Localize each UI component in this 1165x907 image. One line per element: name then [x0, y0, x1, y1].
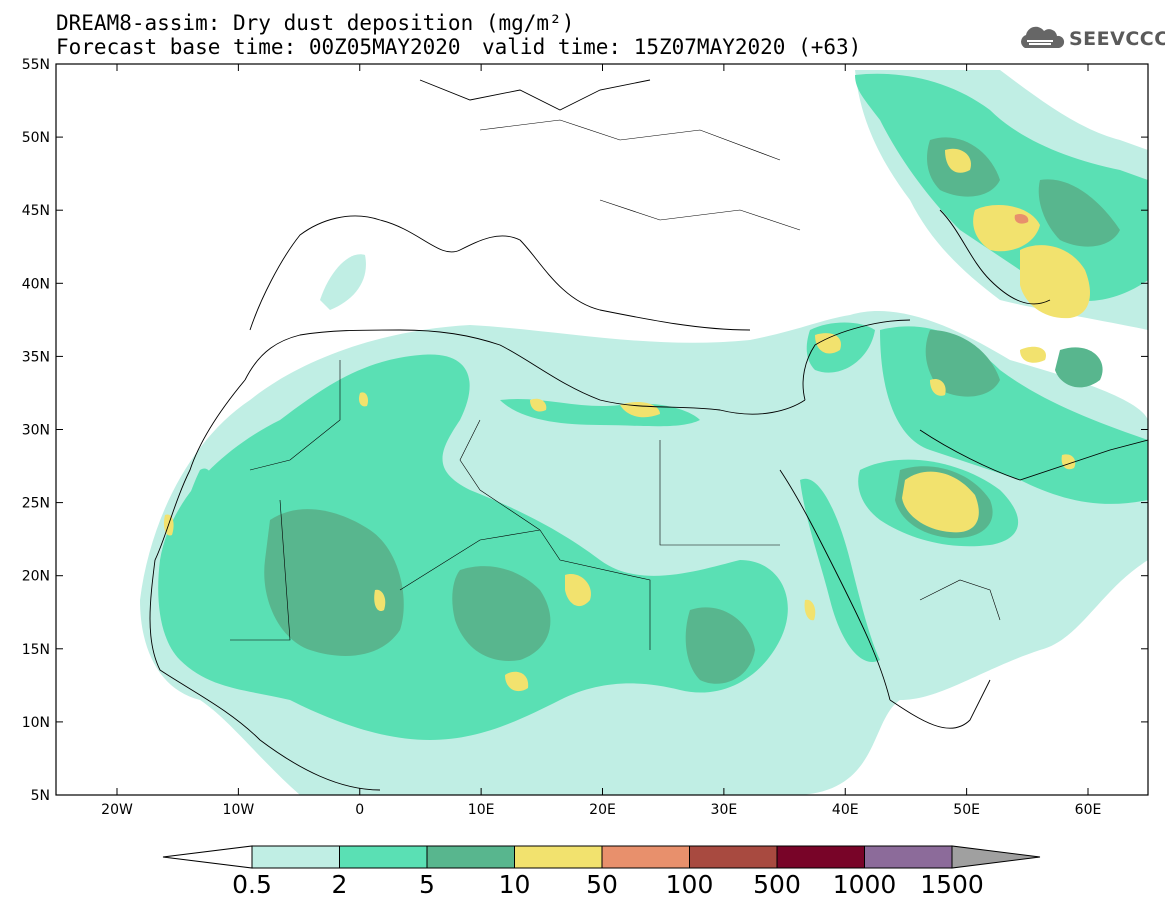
valid-time: valid time: 15Z07MAY2020 (+63) — [482, 35, 862, 59]
colorbar-box — [339, 845, 428, 869]
colorbar-label: 1000 — [833, 870, 897, 899]
lon-label: 40E — [832, 802, 859, 818]
lat-label: 5N — [31, 788, 50, 804]
map-area — [56, 64, 1148, 795]
cloud-icon — [1021, 26, 1065, 48]
colorbar-label: 0.5 — [232, 870, 272, 899]
colorbar-label: 10 — [499, 870, 531, 899]
forecast-base-time: Forecast base time: 00Z05MAY2020 — [56, 35, 461, 59]
latitude-axis: 55N 50N 45N 40N 35N 30N 25N 20N 15N 10N 5N — [22, 57, 1148, 804]
lat-label: 25N — [22, 496, 50, 512]
lat-label: 50N — [22, 130, 50, 146]
colorbar-box — [689, 845, 778, 869]
longitude-axis: 20W 10W 0 10E 20E 30E 40E 50E 60E — [101, 64, 1101, 818]
lat-label: 55N — [22, 57, 50, 73]
lat-label: 35N — [22, 349, 50, 365]
colorbar-max-arrow — [951, 845, 1041, 869]
lat-label: 45N — [22, 203, 50, 219]
dust-level-50 — [1014, 213, 1029, 224]
colorbar-box — [864, 845, 953, 869]
lon-label: 30E — [711, 802, 738, 818]
lon-label: 10E — [468, 802, 495, 818]
country-borders — [230, 119, 1001, 650]
map-title: DREAM8-assim: Dry dust deposition (mg/m²… — [56, 11, 575, 35]
lat-label: 40N — [22, 276, 50, 292]
lon-label: 0 — [355, 802, 364, 818]
colorbar-label: 500 — [753, 870, 801, 899]
lat-label: 30N — [22, 423, 50, 439]
colorbar-box — [426, 845, 515, 869]
colorbar-box — [776, 845, 865, 869]
colorbar: 0.5 2 5 10 50 100 500 1000 1500 — [162, 845, 1041, 899]
lon-label: 50E — [953, 802, 980, 818]
colorbar-box — [514, 845, 603, 869]
coastlines — [149, 79, 1148, 791]
lon-label: 20W — [101, 802, 133, 818]
lon-label: 60E — [1075, 802, 1102, 818]
colorbar-min-arrow — [162, 845, 253, 869]
seevccc-logo: SEEVCCC — [1017, 26, 1165, 52]
lat-label: 10N — [22, 715, 50, 731]
colorbar-label: 50 — [586, 870, 618, 899]
colorbar-label: 2 — [332, 870, 348, 899]
colorbar-box — [251, 845, 340, 869]
colorbar-label: 1500 — [920, 870, 984, 899]
lat-label: 15N — [22, 642, 50, 658]
colorbar-label: 5 — [419, 870, 435, 899]
logo-text: SEEVCCC — [1069, 28, 1165, 50]
colorbar-label: 100 — [666, 870, 714, 899]
colorbar-box — [601, 845, 690, 869]
lat-label: 20N — [22, 569, 50, 585]
lon-label: 10W — [223, 802, 255, 818]
lon-label: 20E — [589, 802, 616, 818]
